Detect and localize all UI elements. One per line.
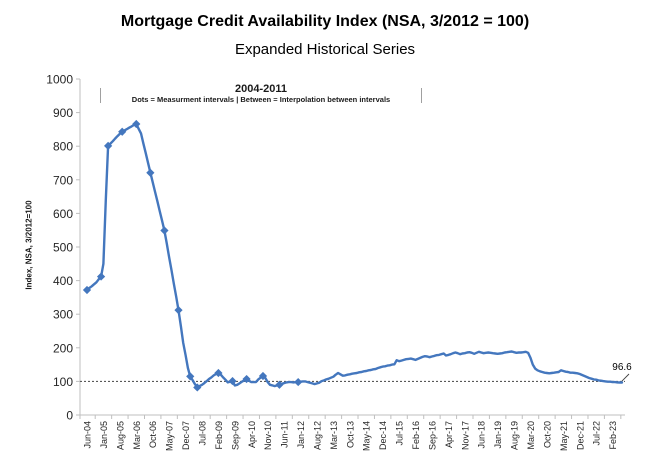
svg-text:Apr-10: Apr-10 — [247, 421, 257, 448]
annotation-period: 2004-2011 — [235, 83, 287, 95]
svg-text:300: 300 — [53, 308, 73, 322]
chart-subtitle: Expanded Historical Series — [234, 41, 416, 58]
svg-text:Oct-13: Oct-13 — [345, 421, 355, 448]
svg-text:Sep-09: Sep-09 — [230, 421, 240, 450]
svg-text:Nov-17: Nov-17 — [460, 421, 470, 450]
svg-text:200: 200 — [53, 341, 73, 355]
svg-text:Aug-19: Aug-19 — [510, 421, 520, 450]
svg-text:Dec-07: Dec-07 — [181, 421, 191, 450]
svg-text:Feb-23: Feb-23 — [608, 421, 618, 450]
svg-text:Mar-13: Mar-13 — [329, 421, 339, 450]
svg-text:Oct-20: Oct-20 — [542, 421, 552, 448]
svg-text:May-14: May-14 — [362, 421, 372, 451]
annotation-right-bar — [421, 88, 422, 103]
svg-text:Apr-17: Apr-17 — [444, 421, 454, 448]
svg-text:Jul-22: Jul-22 — [592, 421, 602, 446]
svg-text:Dec-21: Dec-21 — [575, 421, 585, 450]
svg-text:May-21: May-21 — [559, 421, 569, 451]
svg-text:May-07: May-07 — [165, 421, 175, 451]
svg-text:500: 500 — [53, 241, 73, 255]
svg-text:Jun-04: Jun-04 — [83, 421, 93, 449]
svg-text:Feb-09: Feb-09 — [214, 421, 224, 450]
annotation: 2004-2011 Dots = Measurment intervals | … — [100, 83, 422, 105]
svg-text:Jan-05: Jan-05 — [99, 421, 109, 449]
end-value-label: 96.6 — [612, 362, 632, 373]
svg-text:Jan-12: Jan-12 — [296, 421, 306, 449]
svg-text:800: 800 — [53, 140, 73, 154]
svg-text:Nov-10: Nov-10 — [263, 421, 273, 450]
svg-text:Mar-20: Mar-20 — [526, 421, 536, 450]
svg-text:900: 900 — [53, 106, 73, 120]
chart-title: Mortgage Credit Availability Index (NSA,… — [120, 13, 530, 30]
svg-text:Feb-16: Feb-16 — [411, 421, 421, 450]
svg-text:100: 100 — [53, 375, 73, 389]
svg-text:Oct-06: Oct-06 — [148, 421, 158, 448]
svg-text:Jul-08: Jul-08 — [197, 421, 207, 446]
svg-text:Jan-19: Jan-19 — [493, 421, 503, 449]
svg-text:0: 0 — [66, 409, 73, 423]
svg-text:400: 400 — [53, 274, 73, 288]
annotation-legend: Dots = Measurment intervals | Between = … — [131, 95, 391, 104]
svg-text:Dec-14: Dec-14 — [378, 421, 388, 450]
svg-text:700: 700 — [53, 173, 73, 187]
svg-text:Jul-15: Jul-15 — [395, 421, 405, 446]
svg-text:Aug-05: Aug-05 — [115, 421, 125, 450]
svg-text:Sep-16: Sep-16 — [427, 421, 437, 450]
annotation-text: 2004-2011 Dots = Measurment intervals | … — [101, 83, 421, 105]
svg-text:600: 600 — [53, 207, 73, 221]
annotation-left-bar — [100, 88, 101, 103]
svg-text:Jun-18: Jun-18 — [477, 421, 487, 449]
svg-text:Mar-06: Mar-06 — [132, 421, 142, 450]
svg-text:Aug-12: Aug-12 — [312, 421, 322, 450]
svg-text:Jun-11: Jun-11 — [280, 421, 290, 448]
svg-text:1000: 1000 — [46, 73, 73, 87]
